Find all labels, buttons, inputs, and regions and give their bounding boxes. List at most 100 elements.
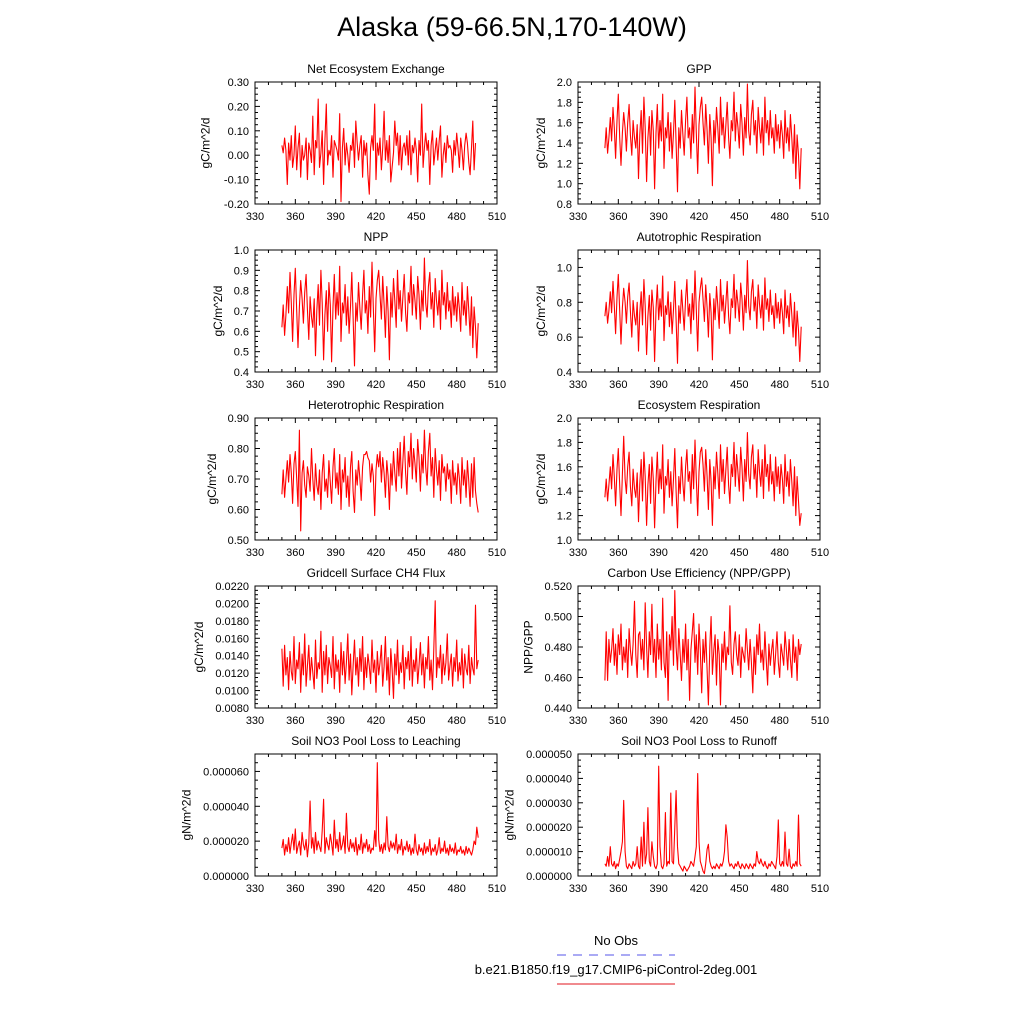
- y-tick-label: 0.000030: [526, 798, 572, 810]
- x-tick-label: 360: [609, 883, 627, 895]
- y-axis-label: gC/m^2/d: [534, 118, 548, 169]
- x-tick-label: 510: [488, 211, 506, 223]
- x-tick-label: 330: [246, 211, 264, 223]
- x-tick-label: 480: [770, 715, 788, 727]
- y-tick-label: 0.480: [544, 642, 572, 654]
- x-tick-label: 390: [649, 379, 667, 391]
- x-tick-label: 420: [690, 715, 708, 727]
- y-tick-label: 0.500: [544, 612, 572, 624]
- panel-title: Soil NO3 Pool Loss to Runoff: [621, 734, 778, 748]
- x-tick-label: 330: [246, 715, 264, 727]
- y-tick-label: 0.60: [228, 505, 249, 517]
- y-tick-label: 0.4: [234, 367, 249, 379]
- x-tick-label: 420: [367, 379, 385, 391]
- y-tick-label: 0.000040: [526, 773, 572, 785]
- x-tick-label: 360: [286, 379, 304, 391]
- chart-panel-9: Soil NO3 Pool Loss to Leaching 330 360 390 4…: [180, 734, 507, 895]
- legend-model-label: b.e21.B1850.f19_g17.CMIP6-piControl-2deg…: [474, 962, 758, 977]
- panel-title: Autotrophic Respiration: [637, 230, 762, 244]
- chart-panel-3: NPP 330 360 390 420 450 480 510 0.4 0.5 0.6 0.7 0.8 0…: [211, 230, 506, 391]
- x-tick-label: 330: [246, 379, 264, 391]
- series-line-model: [281, 98, 477, 203]
- x-tick-label: 510: [811, 379, 829, 391]
- x-tick-label: 420: [367, 715, 385, 727]
- series-line-model: [604, 83, 802, 193]
- x-tick-label: 360: [609, 379, 627, 391]
- y-axis-label: gC/m^2/d: [192, 622, 206, 673]
- x-tick-label: 330: [246, 547, 264, 559]
- y-tick-label: 0.000020: [203, 836, 249, 848]
- y-tick-label: 1.0: [557, 535, 572, 547]
- series-line-model: [604, 765, 802, 875]
- y-tick-label: 0.0200: [215, 598, 249, 610]
- y-tick-label: 1.6: [557, 462, 572, 474]
- panel-title: GPP: [686, 62, 711, 76]
- x-tick-label: 450: [407, 715, 425, 727]
- y-tick-label: 0.0180: [215, 616, 249, 628]
- y-tick-label: 0.4: [557, 367, 572, 379]
- y-tick-label: 0.30: [228, 77, 249, 89]
- y-tick-label: 1.0: [557, 262, 572, 274]
- chart-panel-2: GPP 330 360 390 420 450 480 510 0.8 1.0 1.2 1.4 1.6 1…: [534, 62, 829, 223]
- panel-title: Gridcell Surface CH4 Flux: [307, 566, 446, 580]
- y-tick-label: 0.520: [544, 581, 572, 593]
- y-tick-label: 1.4: [557, 486, 572, 498]
- x-tick-label: 450: [407, 379, 425, 391]
- x-tick-label: 390: [326, 715, 344, 727]
- y-tick-label: 0.000060: [203, 766, 249, 778]
- y-tick-label: 0.70: [228, 474, 249, 486]
- x-tick-label: 450: [730, 715, 748, 727]
- x-tick-label: 360: [286, 883, 304, 895]
- series-line-model: [604, 432, 802, 529]
- y-tick-label: 0.6: [557, 332, 572, 344]
- legend-obs-label: No Obs: [593, 933, 639, 948]
- y-axis-label: gC/m^2/d: [534, 286, 548, 337]
- x-tick-label: 510: [811, 211, 829, 223]
- x-tick-label: 360: [609, 547, 627, 559]
- panel-title: NPP: [364, 230, 389, 244]
- x-tick-label: 510: [488, 715, 506, 727]
- y-tick-label: 0.440: [544, 703, 572, 715]
- x-tick-label: 510: [811, 715, 829, 727]
- x-tick-label: 390: [326, 547, 344, 559]
- y-tick-label: 0.0160: [215, 633, 249, 645]
- x-tick-label: 330: [569, 547, 587, 559]
- x-tick-label: 420: [367, 547, 385, 559]
- y-tick-label: 0.0080: [215, 703, 249, 715]
- y-tick-label: 2.0: [557, 77, 572, 89]
- panel-title: Carbon Use Efficiency (NPP/GPP): [607, 566, 790, 580]
- y-tick-label: 1.6: [557, 118, 572, 130]
- y-axis-label: gC/m^2/d: [211, 286, 225, 337]
- series-line-model: [281, 600, 479, 699]
- y-tick-label: 0.6: [234, 326, 249, 338]
- chart-panel-1: Net Ecosystem Exchange 330 360 390 420 450 480…: [199, 62, 507, 223]
- x-tick-label: 330: [569, 715, 587, 727]
- series-line-model: [281, 429, 479, 532]
- x-tick-label: 480: [447, 715, 465, 727]
- x-tick-label: 450: [730, 883, 748, 895]
- x-tick-label: 390: [326, 379, 344, 391]
- chart-panel-5: Heterotrophic Respiration 330 360 390 420 450…: [205, 398, 506, 559]
- x-tick-label: 420: [690, 211, 708, 223]
- y-axis-label: gC/m^2/d: [199, 118, 213, 169]
- series-line-model: [604, 259, 802, 364]
- x-tick-label: 450: [407, 211, 425, 223]
- y-tick-label: -0.10: [224, 175, 249, 187]
- y-tick-label: 1.4: [557, 138, 572, 150]
- y-tick-label: 1.8: [557, 437, 572, 449]
- y-tick-label: 0.8: [557, 199, 572, 211]
- series-line-model: [604, 590, 802, 706]
- series-line-model: [281, 762, 479, 858]
- x-tick-label: 450: [407, 547, 425, 559]
- y-tick-label: 0.20: [228, 101, 249, 113]
- x-tick-label: 390: [649, 211, 667, 223]
- x-tick-label: 420: [690, 547, 708, 559]
- chart-panel-6: Ecosystem Respiration 330 360 390 420 450 480 5…: [534, 398, 829, 559]
- x-tick-label: 330: [569, 211, 587, 223]
- y-tick-label: 0.50: [228, 535, 249, 547]
- y-tick-label: 0.000050: [526, 749, 572, 761]
- x-tick-label: 510: [488, 547, 506, 559]
- x-tick-label: 450: [407, 883, 425, 895]
- y-tick-label: 1.0: [234, 245, 249, 257]
- y-tick-label: 0.0220: [215, 581, 249, 593]
